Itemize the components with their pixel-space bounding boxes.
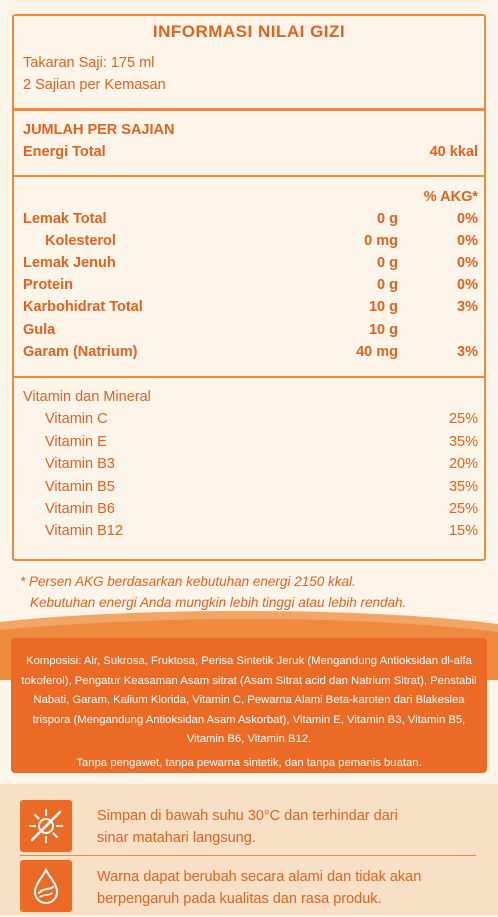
nutrient-name: Lemak Total: [23, 211, 107, 227]
divider: [12, 376, 486, 378]
energy-value: 40 kkal: [429, 144, 478, 160]
panel-title: INFORMASI NILAI GIZI: [152, 22, 346, 41]
vitamin-name: Vitamin C: [45, 411, 108, 427]
nutrition-frame: [12, 14, 486, 561]
divider: [12, 108, 486, 111]
storage-text: Simpan di bawah suhu 30°C dan terhindar …: [97, 805, 398, 849]
vitamin-name: Vitamin B6: [45, 501, 115, 517]
composition-claim: Tanpa pengawet, tanpa pewarna sintetik, …: [76, 756, 422, 769]
divider: [20, 855, 476, 856]
nutrient-akg: 0%: [457, 255, 478, 271]
footnote-line-1: * Persen AKG berdasarkan kebutuhan energ…: [20, 574, 356, 589]
color-note-line-1: Warna dapat berubah secara alami dan tid…: [97, 869, 422, 885]
vitamin-header: Vitamin dan Mineral: [23, 389, 151, 405]
storage-section: [0, 784, 498, 915]
nutrient-amount: 0 g: [377, 277, 398, 293]
nutrient-amount: 0 mg: [364, 233, 398, 249]
vitamin-akg: 35%: [448, 479, 478, 495]
nutrient-name: Kolesterol: [45, 233, 116, 249]
energy-label: Energi Total: [23, 144, 106, 160]
nutrient-akg: 3%: [457, 299, 478, 315]
drop-icon: [20, 860, 72, 912]
footnote-line-2: Kebutuhan energi Anda mungkin lebih ting…: [30, 595, 407, 610]
nutrient-amount: 10 g: [368, 299, 398, 315]
nutrient-name: Karbohidrat Total: [23, 299, 143, 315]
color-note-text: Warna dapat berubah secara alami dan tid…: [97, 866, 421, 910]
nutrient-amount: 40 mg: [356, 344, 398, 360]
nutrient-amount: 0 g: [377, 211, 398, 227]
storage-line-2: sinar matahari langsung.: [97, 830, 256, 846]
nutrient-name: Garam (Natrium): [23, 344, 138, 360]
nutrient-amount: 0 g: [377, 255, 398, 271]
vitamin-akg: 25%: [448, 501, 478, 517]
composition-box: Komposisi: Air, Sukrosa, Fruktosa, Peris…: [11, 638, 487, 773]
composition-text: Komposisi: Air, Sukrosa, Fruktosa, Peris…: [21, 655, 477, 745]
nutrient-name: Protein: [23, 277, 73, 293]
nutrient-name: Lemak Jenuh: [23, 255, 116, 271]
vitamin-name: Vitamin E: [45, 434, 107, 450]
nutrition-panel: [0, 0, 498, 640]
divider: [12, 175, 486, 177]
vitamin-akg: 15%: [448, 523, 478, 539]
nutrient-akg: 0%: [457, 277, 478, 293]
vitamin-akg: 25%: [448, 411, 478, 427]
vitamin-name: Vitamin B3: [45, 456, 115, 472]
nutrient-amount: 10 g: [368, 322, 398, 338]
amount-header: JUMLAH PER SAJIAN: [23, 122, 175, 138]
serving-size: Takaran Saji: 175 ml: [23, 55, 155, 71]
storage-line-1: Simpan di bawah suhu 30°C dan terhindar …: [97, 808, 398, 824]
servings-per-pack: 2 Sajian per Kemasan: [23, 77, 166, 93]
vitamin-akg: 20%: [448, 456, 478, 472]
akg-header: % AKG*: [423, 189, 478, 205]
color-note-line-2: berpengaruh pada kualitas dan rasa produ…: [97, 891, 382, 907]
no-sun-icon: [20, 800, 72, 852]
vitamin-name: Vitamin B5: [45, 479, 115, 495]
vitamin-akg: 35%: [448, 434, 478, 450]
nutrient-akg: 0%: [457, 211, 478, 227]
nutrient-name: Gula: [23, 322, 56, 338]
vitamin-name: Vitamin B12: [45, 523, 123, 539]
nutrient-akg: 0%: [457, 233, 478, 249]
nutrient-akg: 3%: [457, 344, 478, 360]
